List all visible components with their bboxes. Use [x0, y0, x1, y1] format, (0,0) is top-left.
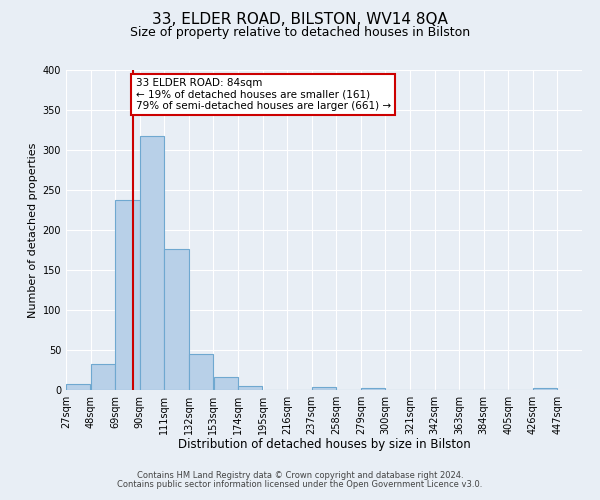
Text: Contains HM Land Registry data © Crown copyright and database right 2024.: Contains HM Land Registry data © Crown c…: [137, 471, 463, 480]
Bar: [214, 377, 238, 390]
Bar: [140, 136, 164, 390]
X-axis label: Distribution of detached houses by size in Bilston: Distribution of detached houses by size …: [178, 438, 470, 452]
Bar: [164, 249, 188, 390]
Text: 33 ELDER ROAD: 84sqm
← 19% of detached houses are smaller (161)
79% of semi-deta: 33 ELDER ROAD: 84sqm ← 19% of detached h…: [136, 78, 391, 111]
Bar: [66, 384, 91, 390]
Bar: [115, 200, 140, 390]
Y-axis label: Number of detached properties: Number of detached properties: [28, 142, 38, 318]
Bar: [533, 388, 557, 390]
Bar: [189, 354, 213, 390]
Bar: [238, 386, 262, 390]
Text: Size of property relative to detached houses in Bilston: Size of property relative to detached ho…: [130, 26, 470, 39]
Bar: [361, 388, 385, 390]
Bar: [312, 387, 336, 390]
Text: 33, ELDER ROAD, BILSTON, WV14 8QA: 33, ELDER ROAD, BILSTON, WV14 8QA: [152, 12, 448, 28]
Bar: [91, 364, 115, 390]
Text: Contains public sector information licensed under the Open Government Licence v3: Contains public sector information licen…: [118, 480, 482, 489]
